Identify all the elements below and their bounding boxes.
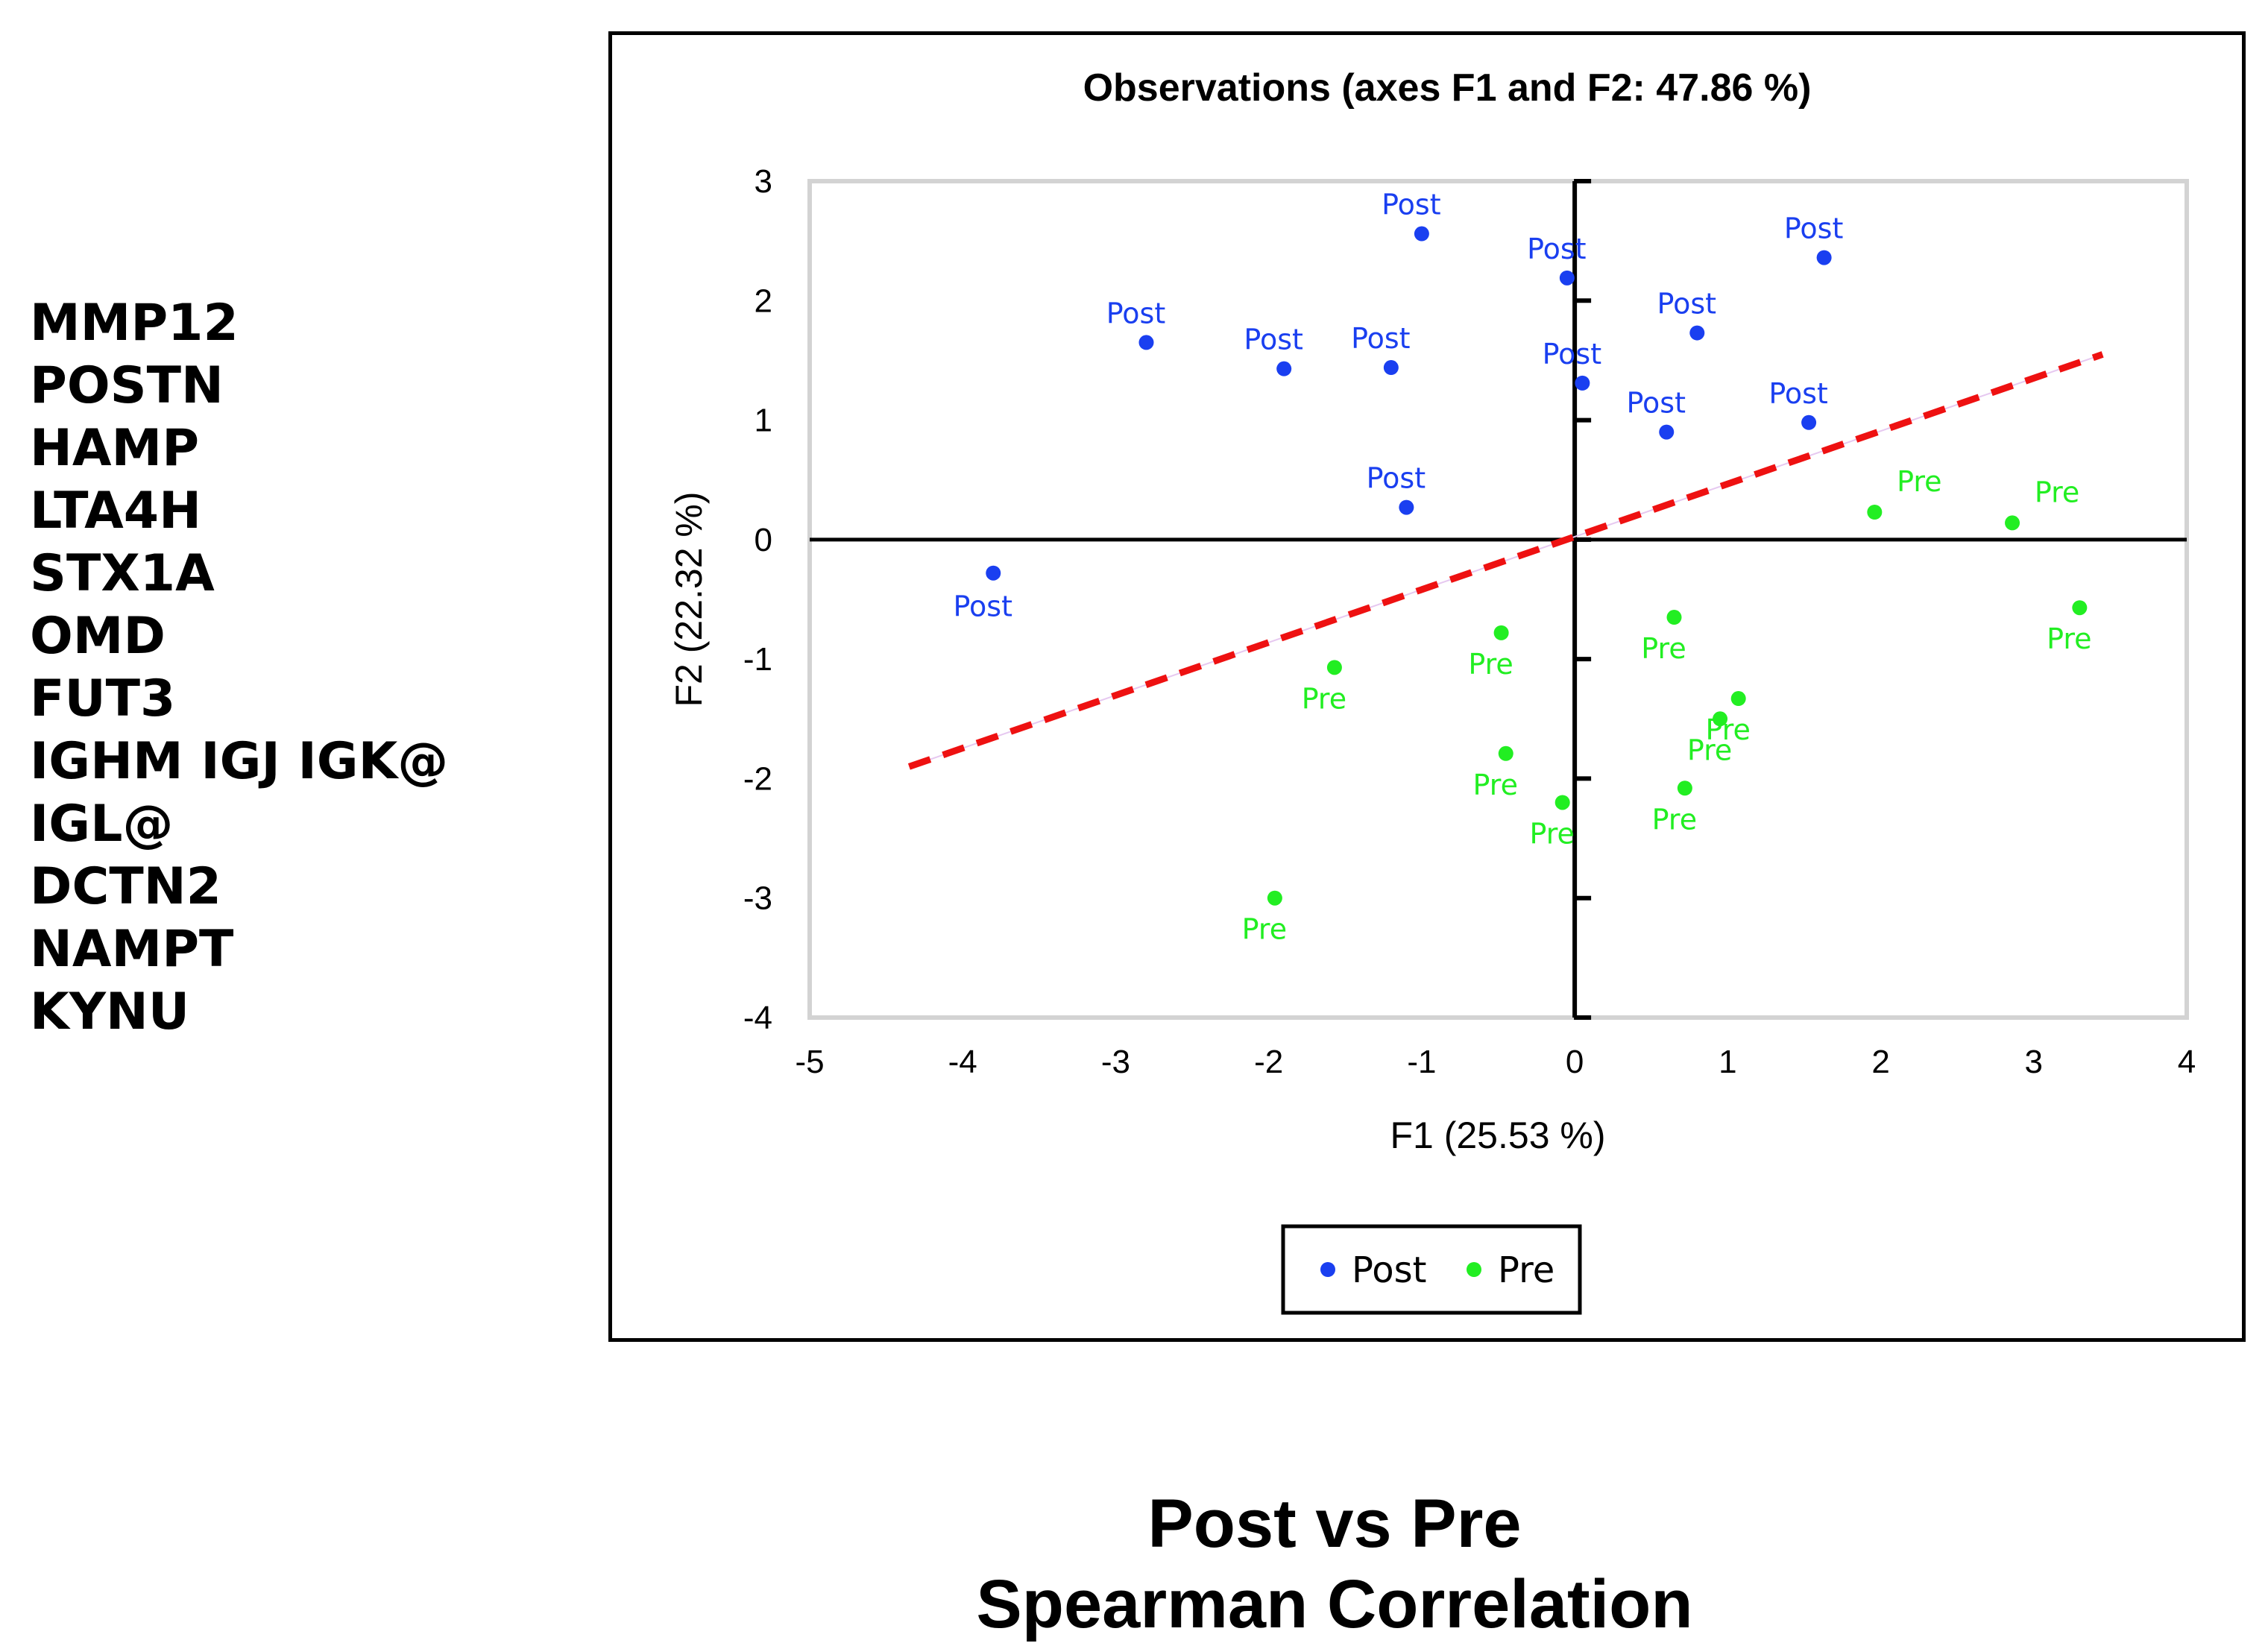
- pre-point-label: Pre: [1473, 769, 1518, 801]
- plot-area: [807, 179, 2189, 1020]
- pre-point-label: Pre: [1242, 913, 1287, 946]
- y-tick-label: -4: [743, 1000, 772, 1036]
- pre-point: [1554, 795, 1570, 810]
- scatter-chart: Observations (axes F1 and F2: 47.86 %) P…: [668, 66, 2196, 1315]
- pre-point-label: Pre: [1529, 817, 1574, 850]
- gene-list-item: IGL@: [30, 795, 174, 854]
- x-tick-label: -3: [1101, 1044, 1130, 1080]
- post-point-label: Post: [1626, 387, 1686, 420]
- pre-point: [1326, 660, 1342, 675]
- y-tick-label: -2: [743, 760, 772, 797]
- pre-point: [1493, 625, 1509, 640]
- pre-point-label: Pre: [1652, 803, 1697, 836]
- gene-list-item: FUT3: [30, 669, 176, 728]
- chart-title: Observations (axes F1 and F2: 47.86 %): [1083, 66, 1812, 110]
- gene-list-item: IGHM IGJ IGK@: [30, 732, 449, 791]
- legend-pre-marker: [1467, 1262, 1481, 1277]
- post-point: [1383, 360, 1399, 376]
- gene-list: MMP12 POSTN HAMP LTA4H STX1A OMD FUT3 IGHM IGJ …: [30, 292, 448, 1044]
- pre-point: [1730, 691, 1746, 707]
- post-point-label: Post: [1527, 233, 1587, 265]
- pre-point-label: Pre: [1468, 648, 1513, 681]
- x-tick-label: -5: [795, 1044, 824, 1080]
- regression-line: [907, 351, 2104, 770]
- pre-point-label: Pre: [1302, 682, 1346, 715]
- gene-list-item: MMP12: [30, 294, 239, 353]
- post-point-label: Post: [1657, 288, 1717, 321]
- post-point-label: Post: [1244, 324, 1303, 356]
- x-tick-label: 4: [2178, 1044, 2196, 1080]
- gene-list-item: NAMPT: [30, 920, 234, 979]
- caption-line-1: Post vs Pre: [1147, 1486, 1522, 1562]
- post-point: [1559, 270, 1575, 286]
- x-tick-label: -1: [1407, 1044, 1436, 1080]
- pre-point: [1713, 711, 1728, 727]
- pre-point: [1677, 781, 1692, 796]
- y-tick-label: -1: [743, 641, 772, 678]
- post-point: [1659, 424, 1675, 440]
- y-axis-label: F2 (22.32 %): [668, 491, 710, 707]
- pre-point: [2005, 515, 2020, 531]
- post-point-label: Post: [1351, 322, 1411, 355]
- x-tick-label: 1: [1719, 1044, 1736, 1080]
- x-tick-label: 0: [1566, 1044, 1584, 1080]
- x-tick-label: 2: [1871, 1044, 1889, 1080]
- x-axis-label: F1 (25.53 %): [1390, 1114, 1605, 1156]
- gene-list-item: HAMP: [30, 419, 200, 478]
- post-point-label: Post: [954, 590, 1013, 623]
- pre-point: [1498, 745, 1513, 761]
- post-point: [986, 565, 1001, 581]
- pre-point: [2072, 600, 2088, 616]
- post-point: [1276, 361, 1292, 376]
- post-point: [1399, 499, 1414, 515]
- post-point-label: Post: [1784, 212, 1844, 245]
- tick-labels: -5 -4 -3 -2 -1 0 1 2 3 4 -4 -3 -2 -1 0 1 2 3: [743, 163, 2196, 1080]
- post-point: [1801, 414, 1817, 430]
- chart-frame: Observations (axes F1 and F2: 47.86 %) P…: [608, 31, 2246, 1342]
- legend: Post Pre: [1281, 1224, 1582, 1315]
- legend-pre-label: Pre: [1498, 1249, 1554, 1291]
- post-point-label: Post: [1382, 189, 1441, 221]
- gene-list-item: DCTN2: [30, 857, 221, 916]
- y-tick-label: 2: [755, 283, 772, 319]
- post-point: [1138, 335, 1154, 350]
- pre-point-label: Pre: [2035, 476, 2079, 508]
- post-point-label: Post: [1106, 297, 1166, 329]
- legend-post-label: Post: [1352, 1249, 1426, 1291]
- pre-point: [1267, 890, 1282, 906]
- post-point-label: Post: [1768, 377, 1828, 410]
- figure-caption: Post vs Pre Spearman Correlation: [962, 1483, 1707, 1645]
- caption-line-2: Spearman Correlation: [976, 1566, 1693, 1642]
- pre-point: [1666, 610, 1682, 625]
- pre-point-label: Pre: [1897, 465, 1941, 498]
- gene-list-item: POSTN: [30, 356, 224, 415]
- post-point-label: Post: [1543, 338, 1602, 370]
- post-point: [1414, 226, 1429, 242]
- pre-point-label: Pre: [1641, 632, 1686, 665]
- gene-list-item: LTA4H: [30, 482, 202, 540]
- gene-list-item: KYNU: [30, 983, 190, 1041]
- legend-post-marker: [1320, 1262, 1335, 1277]
- regression-layer: [907, 351, 2104, 770]
- post-point: [1689, 325, 1705, 341]
- axes-layer: [810, 179, 2187, 1020]
- y-tick-label: 1: [755, 403, 772, 439]
- points-layer: Post Post Post Post Post Post Post Post Post Post…: [954, 189, 2092, 946]
- post-point-label: Post: [1367, 462, 1426, 495]
- pre-point: [1867, 504, 1883, 520]
- post-point: [1816, 250, 1832, 265]
- y-tick-label: 0: [755, 522, 772, 558]
- x-tick-label: 3: [2025, 1044, 2043, 1080]
- gene-list-item: STX1A: [30, 544, 215, 603]
- x-tick-label: -4: [948, 1044, 977, 1080]
- gene-list-item: OMD: [30, 607, 166, 666]
- y-tick-label: 3: [755, 163, 772, 200]
- post-point: [1575, 375, 1590, 391]
- x-tick-label: -2: [1254, 1044, 1283, 1080]
- pre-point-label: Pre: [1687, 734, 1732, 766]
- y-tick-label: -3: [743, 880, 772, 917]
- pre-point-label: Pre: [2047, 622, 2091, 655]
